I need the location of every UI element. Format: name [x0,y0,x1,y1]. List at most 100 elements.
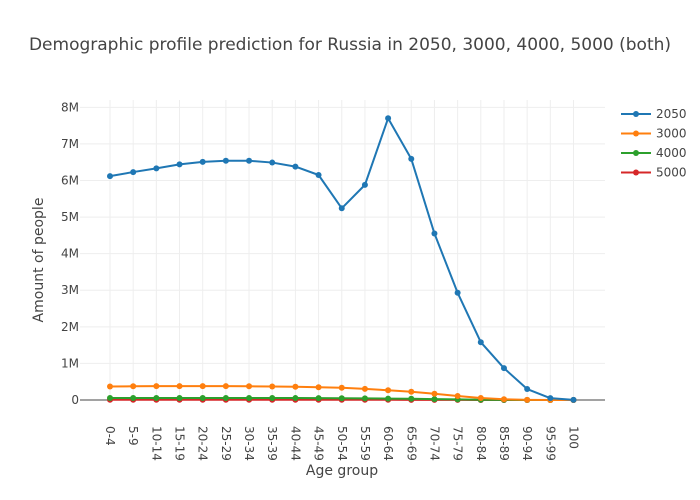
data-point-2050 [130,169,137,176]
legend-swatch-marker [633,111,639,117]
data-point-2050 [199,158,206,165]
data-point-4000 [431,396,438,403]
data-point-3000 [292,383,299,390]
legend-item-4000[interactable]: 4000 [621,146,687,160]
data-point-4000 [199,394,206,401]
legend-swatch-marker [633,150,639,156]
data-point-4000 [269,395,276,402]
data-point-3000 [153,383,160,390]
chart-title: Demographic profile prediction for Russi… [29,35,671,55]
y-axis-ticks: 0 1M 2M 3M 4M 5M 6M 7M 8M [61,100,79,407]
data-point-2050 [292,163,299,170]
data-point-3000 [385,387,392,394]
data-point-4000 [130,394,137,401]
data-point-2050 [385,115,392,122]
data-point-3000 [408,388,415,395]
data-point-4000 [315,395,322,402]
data-point-2050 [338,205,345,212]
x-tick-label: 10-14 [149,426,163,461]
data-point-3000 [130,383,137,390]
grid [80,100,605,400]
x-tick-label: 0-4 [103,426,117,446]
data-point-3000 [199,383,206,390]
data-point-2050 [246,157,253,164]
data-point-3000 [361,385,368,392]
x-tick-label: 55-59 [358,426,372,461]
y-axis-title: Amount of people [31,198,47,323]
data-point-2050 [431,230,438,237]
x-tick-label: 85-89 [497,426,511,461]
data-point-2050 [315,172,322,178]
y-tick-label: 2M [61,320,79,334]
x-tick-label: 25-29 [219,426,233,461]
x-tick-label: 80-84 [474,426,488,461]
data-point-4000 [292,395,299,402]
data-point-4000 [222,394,229,401]
data-point-3000 [315,384,322,391]
y-tick-label: 0 [71,393,79,407]
x-tick-label: 50-54 [335,426,349,461]
data-point-2050 [524,386,531,393]
data-point-3000 [454,392,461,399]
y-tick-label: 6M [61,173,79,187]
data-point-4000 [408,395,415,402]
x-tick-label: 40-44 [288,426,302,461]
data-point-2050 [176,161,183,168]
x-tick-label: 60-64 [381,426,395,461]
data-point-3000 [222,383,229,390]
legend-swatch-marker [633,169,639,176]
data-point-4000 [338,395,345,402]
series-2050 [107,115,577,403]
x-tick-label: 95-99 [543,426,557,461]
data-point-2050 [222,157,229,164]
data-point-2050 [361,181,368,188]
data-point-3000 [524,396,531,403]
data-point-2050 [408,155,415,162]
legend-swatch-marker [633,130,639,137]
data-point-2050 [570,396,577,403]
data-point-3000 [338,384,345,391]
series-layer [107,115,577,403]
data-point-3000 [500,396,507,403]
data-point-2050 [107,173,113,180]
data-point-3000 [246,383,253,390]
x-tick-label: 35-39 [265,426,279,461]
data-point-2050 [454,289,461,296]
x-tick-label: 5-9 [126,426,140,446]
legend-item-3000[interactable]: 3000 [621,127,687,141]
y-tick-label: 8M [61,100,79,114]
x-tick-label: 20-24 [196,426,210,461]
data-point-2050 [153,165,160,172]
data-point-2050 [547,395,554,402]
legend-label: 5000 [656,166,687,180]
data-point-4000 [107,394,113,401]
x-tick-label: 75-79 [451,426,465,461]
data-point-4000 [176,394,183,401]
x-axis-title: Age group [306,463,378,479]
data-point-2050 [500,365,507,372]
x-tick-label: 45-49 [312,426,326,461]
x-tick-label: 100 [567,426,581,449]
y-tick-label: 7M [61,137,79,151]
data-point-4000 [246,395,253,402]
x-axis-ticks: 0-4 5-9 10-14 15-19 20-24 25-29 30-34 35-39 40-4… [103,426,581,461]
x-tick-label: 90-94 [520,426,534,461]
x-tick-label: 30-34 [242,426,256,461]
legend-label: 2050 [656,107,687,121]
legend-item-2050[interactable]: 2050 [621,107,687,121]
data-point-4000 [153,394,160,401]
x-tick-label: 15-19 [173,426,187,461]
legend-label: 4000 [656,146,687,160]
y-tick-label: 1M [61,356,79,370]
data-point-4000 [385,395,392,402]
legend[interactable]: 2050 3000 4000 5000 [621,107,687,180]
data-point-3000 [107,383,113,390]
data-point-2050 [269,159,276,166]
y-tick-label: 3M [61,283,79,297]
legend-label: 3000 [656,127,687,141]
data-point-4000 [361,395,368,402]
legend-item-5000[interactable]: 5000 [621,166,687,180]
